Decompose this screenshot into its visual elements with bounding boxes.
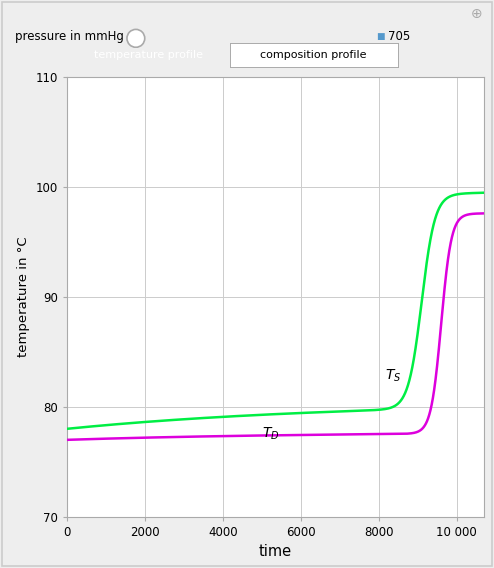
Circle shape [127, 30, 145, 47]
Text: $T_S$: $T_S$ [385, 367, 401, 384]
Text: temperature profile: temperature profile [94, 50, 203, 60]
Text: composition profile: composition profile [260, 50, 367, 60]
Text: 705: 705 [388, 31, 410, 43]
Text: ■: ■ [376, 32, 385, 41]
Text: ⊕: ⊕ [471, 7, 483, 21]
Text: pressure in mmHg: pressure in mmHg [15, 31, 124, 43]
Y-axis label: temperature in °C: temperature in °C [17, 236, 30, 357]
Text: $T_D$: $T_D$ [262, 425, 279, 442]
X-axis label: time: time [259, 545, 292, 559]
